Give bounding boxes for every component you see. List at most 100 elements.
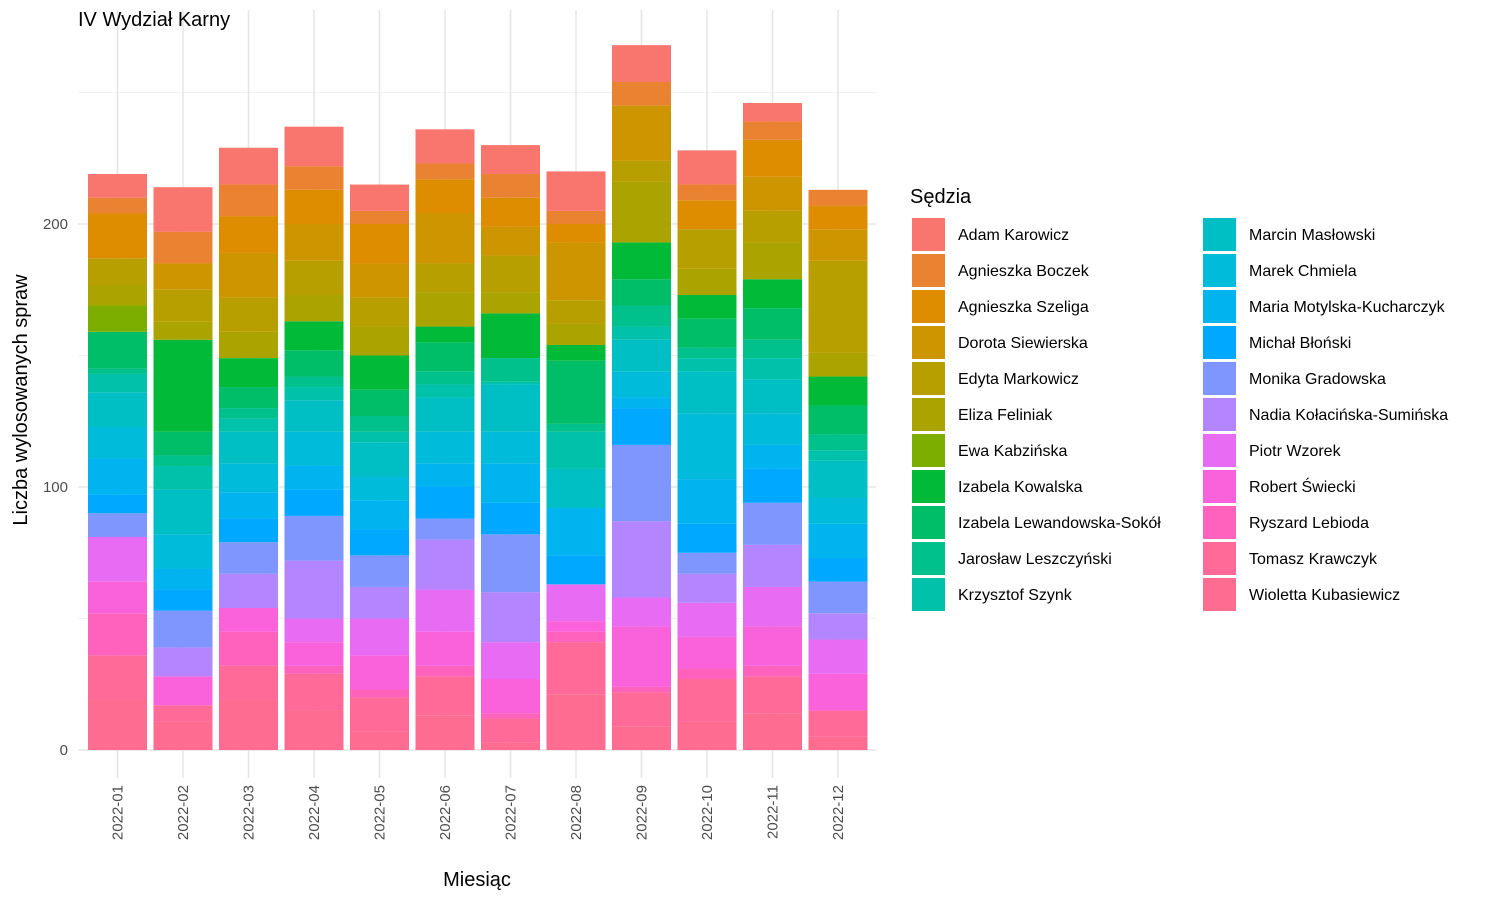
bar-segment — [153, 187, 213, 232]
bar-segment — [612, 279, 671, 306]
bar-segment — [677, 184, 737, 201]
bar-segment — [808, 523, 868, 559]
bar-segment — [284, 321, 344, 351]
bar-segment — [612, 45, 671, 82]
y-axis-ticks: 0 100 200 — [43, 216, 68, 759]
legend-swatch — [912, 218, 945, 251]
bar-segment — [350, 442, 409, 477]
bar-segment — [546, 555, 606, 585]
bar-segment — [219, 631, 278, 666]
bar-segment — [284, 465, 344, 490]
bar-segment — [284, 350, 344, 377]
bar-segment — [808, 260, 868, 353]
bar-segment — [743, 713, 802, 750]
bar-segment — [546, 431, 606, 469]
legend-label: Wioletta Kubasiewicz — [1249, 587, 1400, 604]
bar-segment — [153, 589, 213, 611]
bar-segment — [677, 200, 737, 230]
bar-segment — [546, 300, 606, 324]
bar-segment — [743, 279, 802, 309]
bar-segment — [350, 618, 409, 656]
bar-segment — [612, 181, 671, 243]
bar-segment — [284, 515, 344, 561]
legend-label: Edyta Markowicz — [958, 371, 1079, 388]
bar-segment — [481, 313, 540, 359]
bar-segment — [88, 213, 147, 259]
bar-segment — [743, 468, 802, 503]
bar-segment — [677, 552, 737, 574]
bar-segment — [808, 497, 868, 524]
x-tick-label: 2022-11 — [765, 785, 782, 839]
bar-segment — [481, 431, 540, 464]
bar-segment — [612, 242, 671, 280]
legend-swatch — [1203, 434, 1236, 467]
bar-segment — [808, 450, 868, 461]
x-tick-label: 2022-10 — [699, 785, 716, 840]
legend-swatch — [1203, 326, 1236, 359]
bar-segment — [743, 339, 802, 359]
bar-segment — [612, 81, 671, 106]
x-tick-label: 2022-04 — [306, 785, 323, 840]
bar-segment — [219, 216, 278, 253]
legend-label: Dorota Siewierska — [958, 335, 1088, 352]
bar-segment — [415, 129, 475, 164]
legend-label: Ewa Kabzińska — [958, 443, 1067, 460]
bar-segment — [677, 668, 737, 679]
legend-label: Tomasz Krawczyk — [1249, 551, 1378, 568]
bar-segment — [415, 384, 475, 398]
bar-segment — [284, 260, 344, 296]
legend-swatch — [1203, 542, 1236, 575]
bar-segment — [677, 318, 737, 348]
bar-segment — [415, 213, 475, 264]
bar-segment — [612, 686, 671, 693]
x-tick-label: 2022-12 — [830, 785, 847, 840]
bar-segment — [88, 613, 147, 656]
bar-segment — [284, 189, 344, 224]
legend-swatch — [912, 254, 945, 287]
bar-segment — [677, 295, 737, 319]
bar-segment — [153, 455, 213, 466]
bar-segment — [612, 521, 671, 598]
bar-segment — [743, 176, 802, 211]
legend-swatch — [1203, 470, 1236, 503]
bar-segment — [677, 371, 737, 414]
bar-segment — [350, 263, 409, 298]
bar-segment — [808, 460, 868, 498]
bar-segment — [612, 305, 671, 327]
chart-title: IV Wydział Karny — [78, 9, 230, 31]
bar-segment — [153, 610, 213, 648]
legend-label: Robert Świecki — [1249, 477, 1356, 496]
legend-label: Agnieszka Boczek — [958, 263, 1090, 280]
bar-segment — [88, 305, 147, 332]
bar-segment — [153, 289, 213, 322]
bar-segment — [743, 308, 802, 340]
bar-segment — [743, 676, 802, 714]
bar-segment — [415, 463, 475, 487]
bar-segment — [743, 121, 802, 140]
bar-segment — [415, 397, 475, 432]
bar-segment — [743, 242, 802, 280]
bar-segment — [284, 665, 344, 674]
bar-segment — [219, 331, 278, 359]
bar-segment — [219, 358, 278, 388]
bar-segment — [88, 258, 147, 285]
bar-segment — [677, 602, 737, 637]
bar-segment — [481, 742, 540, 750]
legend-label: Jarosław Leszczyński — [958, 551, 1112, 568]
bar-segment — [612, 105, 671, 161]
bar-segment — [284, 710, 344, 750]
bar-segment — [546, 584, 606, 622]
bar-segment — [808, 581, 868, 614]
bar-segment — [88, 655, 147, 701]
bar-segment — [153, 263, 213, 290]
x-tick-label: 2022-08 — [568, 785, 585, 840]
bar-segment — [350, 355, 409, 390]
bar-segment — [612, 444, 671, 522]
bar-segment — [743, 413, 802, 445]
bar-segment — [415, 371, 475, 385]
bar-segment — [350, 326, 409, 356]
bar-segment — [153, 676, 213, 706]
bar-segment — [481, 534, 540, 593]
bar-segment — [153, 489, 213, 535]
bar-segment — [88, 373, 147, 393]
